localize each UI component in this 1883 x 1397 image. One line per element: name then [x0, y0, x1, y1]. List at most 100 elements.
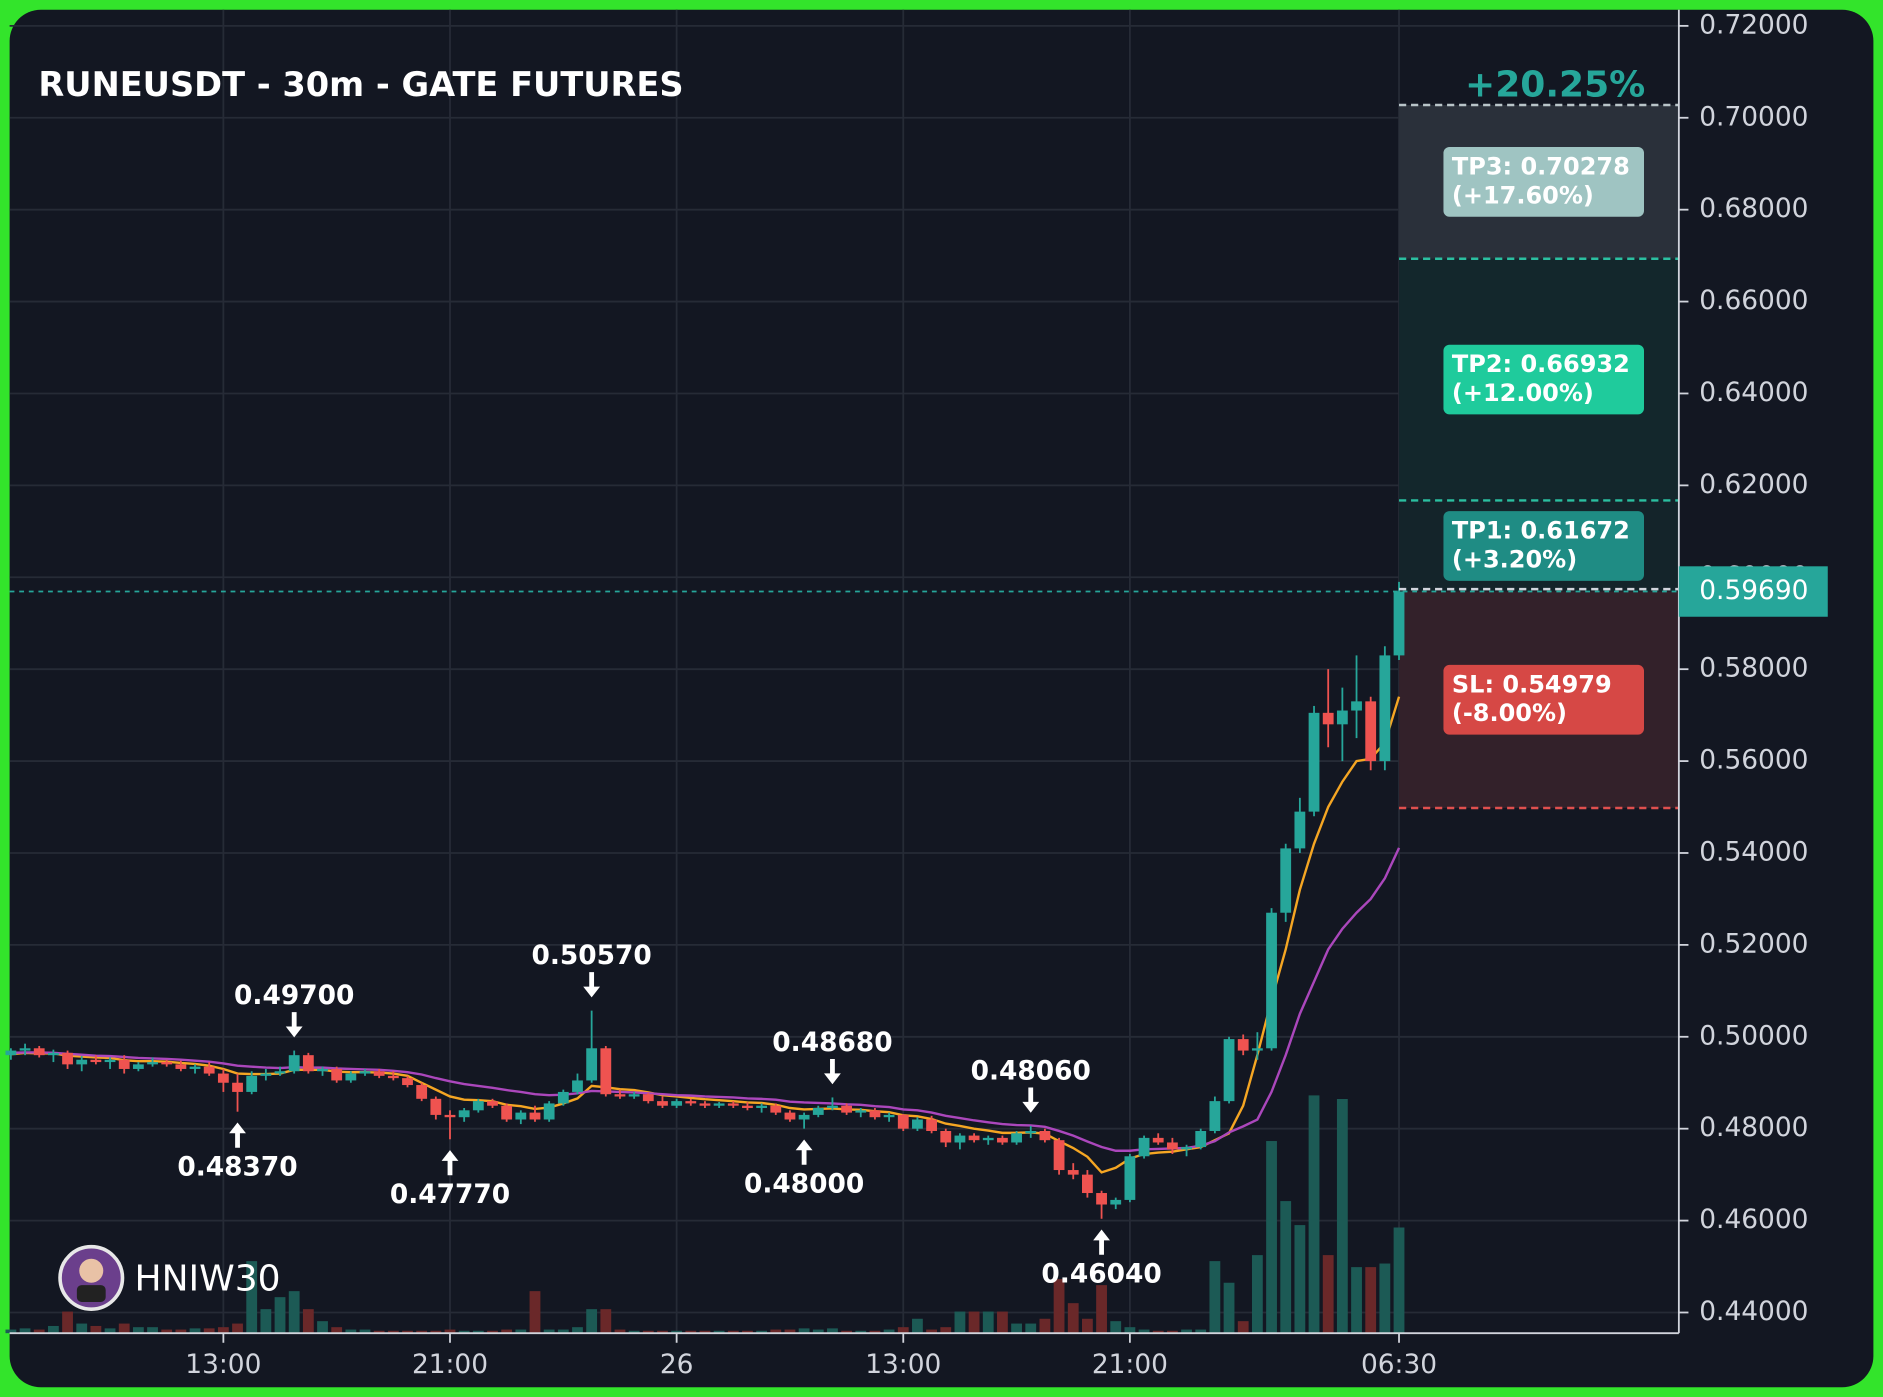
candle-body — [1351, 701, 1362, 711]
volume-bar — [373, 1330, 385, 1334]
candle-body — [997, 1137, 1008, 1143]
volume-bar — [926, 1329, 937, 1334]
candle-body — [1124, 1156, 1136, 1200]
volume-bar — [798, 1328, 810, 1334]
candle-body — [132, 1064, 144, 1069]
volume-bar — [1053, 1279, 1065, 1334]
volume-bar — [444, 1329, 456, 1334]
x-tick-label: 21:00 — [412, 1349, 488, 1380]
volume-bar — [118, 1323, 130, 1334]
volume-bar — [912, 1318, 923, 1334]
candle-body — [62, 1052, 73, 1065]
y-tick-label: 0.72000 — [1699, 9, 1808, 40]
candle-body — [1011, 1133, 1022, 1143]
candle-body — [458, 1110, 470, 1118]
volume-bar — [472, 1330, 484, 1334]
candle-body — [855, 1110, 867, 1113]
price-tag — [1678, 566, 1828, 617]
volume-bar — [557, 1329, 569, 1334]
price-annotation: 0.49700 — [234, 980, 354, 1011]
volume-bar — [1138, 1329, 1150, 1334]
price-annotation: 0.48680 — [772, 1027, 892, 1058]
x-tick-label: 21:00 — [1092, 1349, 1168, 1380]
candle-body — [1053, 1140, 1065, 1171]
y-tick-label: 0.52000 — [1699, 928, 1808, 959]
volume-bar — [628, 1330, 640, 1334]
watermark-avatar — [58, 1244, 125, 1311]
volume-bar — [657, 1330, 668, 1334]
volume-bar — [203, 1328, 215, 1334]
price-annotation: 0.50570 — [532, 940, 652, 971]
y-tick-label: 0.58000 — [1699, 653, 1808, 684]
volume-bar — [586, 1309, 598, 1334]
volume-bar — [1195, 1329, 1207, 1334]
candle-body — [869, 1110, 881, 1118]
y-tick-label: 0.64000 — [1699, 377, 1808, 408]
volume-bar — [1308, 1095, 1320, 1334]
volume-bar — [1096, 1285, 1107, 1334]
volume-bar — [1081, 1318, 1093, 1334]
volume-bar — [76, 1323, 88, 1334]
candle-body — [699, 1103, 711, 1106]
volume-bar — [1223, 1282, 1235, 1334]
candle-body — [1181, 1147, 1192, 1150]
candle-body — [926, 1119, 937, 1131]
volume-bar — [1166, 1330, 1178, 1334]
candle-body — [246, 1075, 258, 1092]
candle-body — [1166, 1142, 1178, 1150]
x-tick-label: 26 — [660, 1349, 694, 1380]
volume-bar — [345, 1329, 357, 1334]
volume-bar — [132, 1327, 144, 1334]
volume-bar — [742, 1330, 753, 1334]
price-annotation: 0.48000 — [744, 1169, 864, 1200]
volume-bar — [543, 1329, 555, 1334]
candle-body — [628, 1094, 640, 1097]
volume-bar — [572, 1327, 583, 1334]
arrow-down — [824, 1059, 841, 1085]
volume-bar — [274, 1297, 286, 1334]
candle-body — [572, 1080, 583, 1092]
candle-body — [1223, 1039, 1235, 1102]
candle-body — [472, 1101, 484, 1111]
y-tick-label: 0.66000 — [1699, 285, 1808, 316]
volume-bar — [458, 1330, 470, 1334]
volume-bar — [33, 1329, 45, 1334]
price-annotation: 0.48370 — [177, 1152, 297, 1183]
candle-body — [1251, 1048, 1263, 1051]
candle-body — [302, 1055, 314, 1072]
volume-bar — [827, 1328, 838, 1334]
volume-bar — [302, 1309, 314, 1334]
arrow-up — [1093, 1229, 1110, 1255]
target-label-box — [1443, 664, 1645, 735]
chart-title: RUNEUSDT - 30m - GATE FUTURES — [38, 65, 683, 104]
candle-body — [671, 1101, 683, 1106]
candle-body — [543, 1103, 555, 1120]
volume-bar — [1266, 1141, 1277, 1334]
candle-body — [1393, 591, 1405, 656]
volume-bar — [260, 1309, 272, 1334]
volume-bar — [727, 1330, 739, 1334]
volume-bar — [1181, 1329, 1192, 1334]
volume-bar — [288, 1291, 300, 1334]
candle-body — [444, 1114, 456, 1118]
target-label: TP2: 0.66932 — [1452, 350, 1630, 378]
candle-body — [940, 1130, 952, 1143]
candle-body — [189, 1066, 201, 1069]
candle-body — [331, 1068, 343, 1081]
candle-body — [402, 1078, 413, 1086]
candle-body — [685, 1101, 697, 1104]
price-annotation: 0.46040 — [1041, 1259, 1161, 1290]
volume-bar — [812, 1329, 824, 1334]
volume-bar — [883, 1329, 895, 1334]
arrow-down — [583, 972, 601, 998]
candle-body — [756, 1105, 768, 1109]
volume-bar — [1379, 1263, 1391, 1334]
volume-bar — [317, 1321, 328, 1334]
candle-body — [1308, 712, 1320, 812]
volume — [5, 1095, 1405, 1334]
volume-bar — [430, 1330, 442, 1334]
candle-body — [5, 1050, 17, 1056]
volume-bar — [217, 1327, 229, 1334]
candle-body — [118, 1059, 130, 1069]
